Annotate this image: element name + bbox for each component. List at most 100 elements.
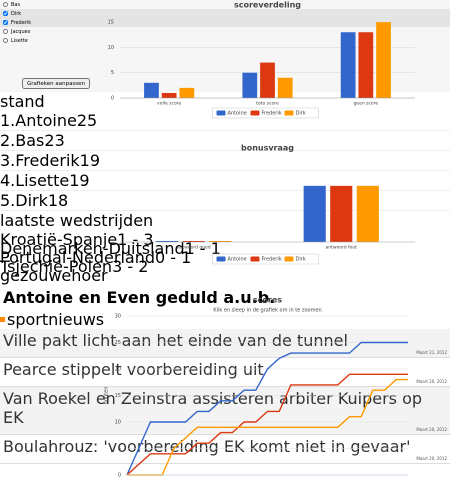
separator: - [102, 239, 109, 258]
rank: 5. [0, 191, 16, 210]
news-date: Maart 21, 2012 [416, 350, 447, 355]
away-team: Spanje [62, 230, 118, 249]
y-tick-label: 0 [118, 473, 121, 479]
match-row: Tsjechie-Polen3 - 2 [0, 257, 450, 276]
chart-title: scoreverdeling [234, 1, 301, 10]
player-checkbox[interactable] [3, 29, 8, 34]
y-tick-label: 10 [115, 420, 121, 426]
bar [179, 87, 195, 98]
player: Bas [15, 131, 45, 150]
matches-box: laatste wedstrijden Kroatië-Spanje1 - 3 De… [0, 211, 450, 276]
standings-row: 1.Antoine25 [0, 111, 450, 131]
legend-swatch [216, 110, 226, 116]
waiting-box: gezouwehoer Antoine en Even geduld a.u.b. [0, 266, 450, 310]
bar [356, 185, 379, 242]
legend-label: Frederik [262, 111, 282, 117]
away-team: Nederland [72, 248, 155, 267]
y-tick-label: 15 [115, 393, 121, 399]
home-team: Kroatië [0, 230, 57, 249]
player: Frederik [15, 151, 80, 170]
standings-row: 4.Lisette19 [0, 171, 450, 191]
bar [161, 92, 177, 98]
match-row: Denemarken-Duitsland1 - 1 [0, 239, 450, 258]
away-team: Polen [68, 257, 113, 276]
y-tick-label: 5 [118, 446, 121, 452]
news-link[interactable]: Pearce stippelt voorbereiding uit [3, 360, 264, 379]
legend-swatch [284, 256, 294, 262]
score-line [126, 373, 408, 476]
player-panel: Bas Dirk Frederik Jacques Lisette Grafieken a… [0, 0, 450, 92]
player-checkbox[interactable] [3, 11, 8, 16]
bar [330, 185, 353, 242]
update-button[interactable]: Grafieken aanpassen [22, 78, 91, 89]
bar [242, 72, 258, 98]
legend-label: Dirk [296, 257, 306, 263]
bar [340, 32, 356, 99]
y-tick-label: 0 [111, 96, 114, 102]
news-box: sportnieuws Ville pakt licht aan het eind… [0, 310, 450, 464]
matches-header: laatste wedstrijden [0, 211, 154, 230]
legend-swatch [250, 110, 260, 116]
news-link[interactable]: Van Roekel en Zeinstra assisteren arbite… [3, 389, 423, 427]
player: Antoine [15, 111, 77, 130]
bar [144, 82, 159, 98]
legend-swatch [216, 256, 226, 262]
news-link[interactable]: Ville pakt licht aan het einde van de tu… [3, 331, 348, 350]
points: 19 [69, 171, 90, 190]
news-item: Ville pakt licht aan het einde van de tu… [0, 329, 450, 358]
news-item: Pearce stippelt voorbereiding uit Maart 2… [0, 358, 450, 387]
player-name: Jacques [11, 28, 31, 35]
bar [358, 32, 374, 99]
points: 25 [76, 111, 98, 130]
news-header: sportnieuws [0, 310, 450, 329]
points: 18 [47, 191, 69, 210]
away-team: Duitsland [108, 239, 185, 258]
player-checkbox[interactable] [3, 2, 8, 7]
bar [260, 62, 275, 98]
y-tick-label: 30 [115, 314, 121, 320]
news-date: Maart 20, 2012 [416, 456, 447, 461]
rank: 2. [0, 131, 16, 150]
standings-row: 5.Dirk18 [0, 191, 450, 211]
separator: - [62, 257, 69, 276]
score-line [127, 378, 408, 476]
home-team: Portugal [0, 248, 67, 267]
legend-label: Antoine [228, 111, 247, 117]
player-name: Lisette [11, 37, 28, 44]
player-name: Bas [11, 1, 21, 8]
separator: - [66, 248, 73, 267]
y-tick-label: 15 [108, 20, 114, 26]
legend-swatch [250, 256, 260, 262]
player-row: Dirk [0, 9, 450, 18]
separator: - [56, 230, 63, 249]
chart-subtitle: Klik en sleep in de grafiek om in te zoo… [213, 308, 321, 314]
points: 19 [79, 151, 101, 170]
legend-label: Antoine [228, 257, 247, 263]
bar [376, 22, 391, 99]
rank: 1. [0, 111, 16, 130]
home-team: Denemarken [0, 239, 103, 258]
player-name: Dirk [11, 10, 22, 17]
match-row: Portugal-Nederland0 - 1 [0, 248, 450, 267]
news-item: Boulahrouz: 'voorbereiding EK komt niet … [0, 435, 450, 464]
news-date: Maart 20, 2012 [416, 379, 447, 384]
legend-label: Dirk [296, 111, 306, 117]
y-tick-label: 25 [115, 340, 121, 346]
news-link[interactable]: Boulahrouz: 'voorbereiding EK komt niet … [3, 437, 411, 456]
score-line [126, 341, 408, 476]
news-date: Maart 20, 2012 [416, 427, 447, 432]
chart-title: bonusvraag [241, 144, 294, 153]
player-checkbox[interactable] [3, 20, 8, 25]
player-row: Frederik [0, 18, 450, 27]
y-tick-label: 10 [108, 45, 114, 51]
y-axis-label: punten [104, 387, 110, 405]
x-tick-label: toto score [256, 101, 279, 107]
rank: 4. [0, 171, 16, 190]
player-checkbox[interactable] [3, 38, 8, 43]
standings-row: 2.Bas23 [0, 131, 450, 151]
news-title: sportnieuws [7, 310, 105, 329]
bar [209, 241, 232, 242]
match-row: Kroatië-Spanje1 - 3 [0, 230, 450, 249]
